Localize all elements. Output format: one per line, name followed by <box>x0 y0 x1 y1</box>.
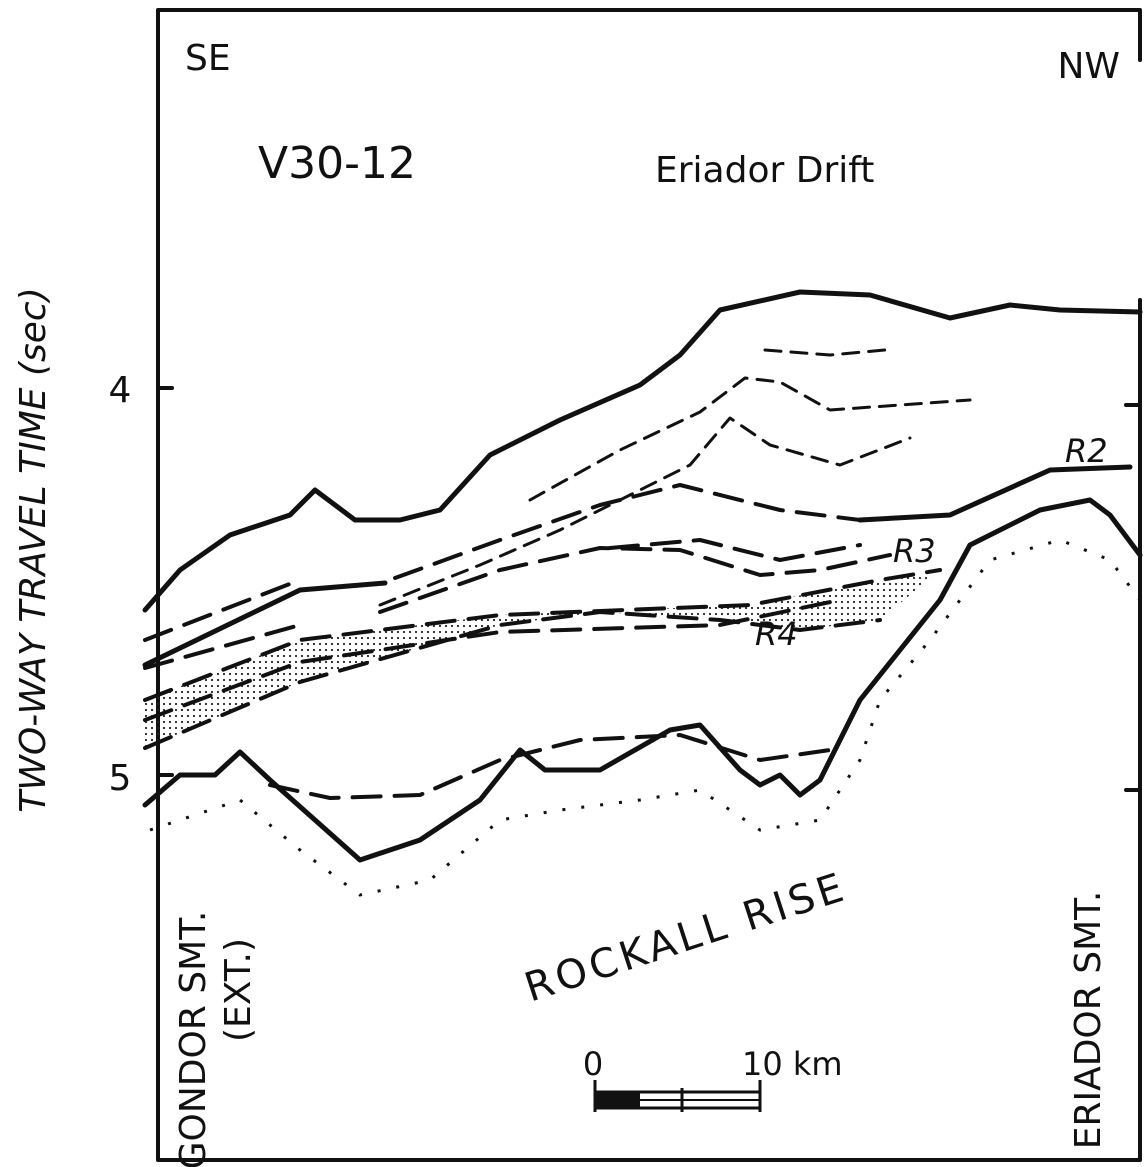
stipple-internal <box>143 598 842 722</box>
reflector <box>608 538 862 562</box>
feature-label: (EXT.) <box>218 938 259 1042</box>
scale-label: 10 km <box>742 1045 843 1083</box>
line-id: V30-12 <box>258 138 416 189</box>
reflector-label: R3 <box>893 532 936 570</box>
reflector <box>143 623 302 670</box>
seafloor <box>142 289 1143 613</box>
reflector-label: R4 <box>755 615 798 653</box>
reflector <box>143 578 302 642</box>
feature-label: ERIADOR SMT. <box>1068 891 1109 1150</box>
scale-bar <box>593 1080 762 1112</box>
scale-label: 0 <box>583 1045 603 1083</box>
feature-title: Eriador Drift <box>655 150 874 191</box>
reflector <box>378 416 912 607</box>
direction-label: NW <box>1057 46 1120 87</box>
feature-label: GONDOR SMT. <box>173 911 214 1167</box>
direction-label: SE <box>185 38 231 79</box>
axis-label: TWO-WAY TRAVEL TIME (sec) <box>13 287 54 813</box>
feature-label: ROCKALL RISE <box>519 864 852 1011</box>
reflector-label: R2 <box>1065 432 1108 470</box>
acoustic-basement <box>142 497 1143 863</box>
y-tick-label: 4 <box>109 370 132 411</box>
r2-horizon <box>857 464 1133 523</box>
reflector <box>528 376 972 502</box>
r2-horizon-dashed <box>393 483 862 580</box>
stippled-unit <box>145 570 940 748</box>
frame <box>156 8 1142 1162</box>
reflector <box>268 733 832 800</box>
r3-horizon <box>143 568 942 702</box>
r2-horizon <box>142 580 388 668</box>
y-tick-label: 5 <box>109 758 132 799</box>
reflector <box>378 546 892 614</box>
reflector <box>763 348 887 357</box>
r4-horizon <box>143 610 882 750</box>
tick-marks <box>156 386 1142 792</box>
